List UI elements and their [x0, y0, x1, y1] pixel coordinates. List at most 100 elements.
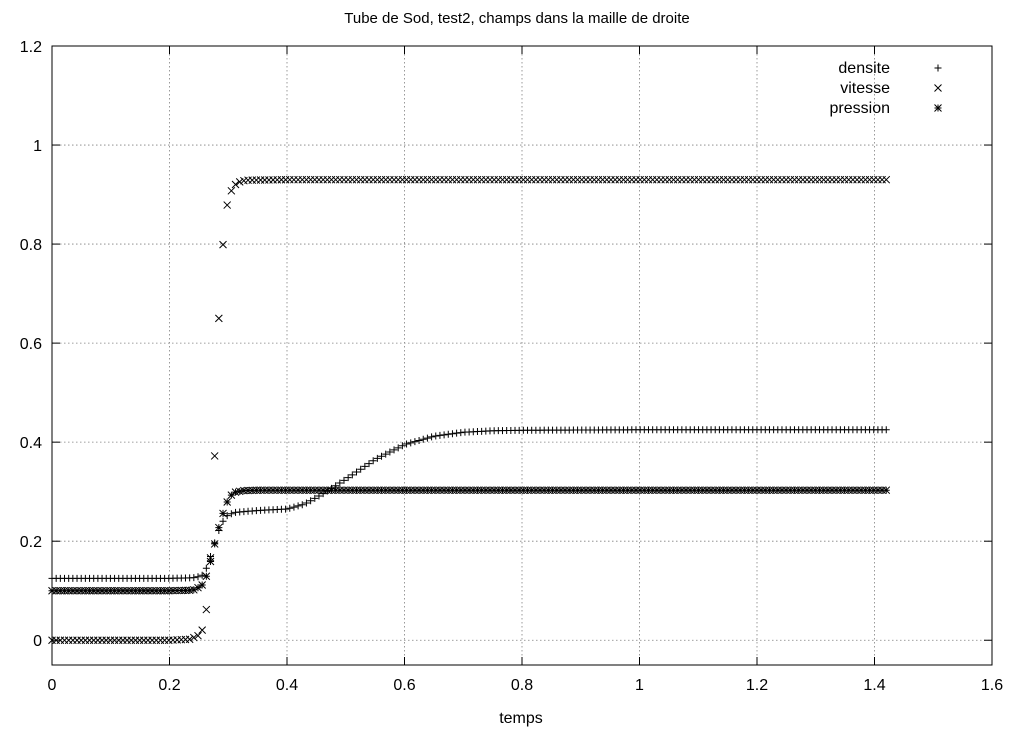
- vitesse-point: [807, 175, 816, 184]
- vitesse-point: [381, 175, 390, 184]
- pression-point: [715, 486, 724, 495]
- pression-point: [878, 486, 886, 495]
- pression-point: [406, 486, 415, 495]
- densite-point: [302, 499, 310, 507]
- pression-point: [156, 586, 165, 595]
- pression-point: [214, 523, 223, 532]
- vitesse-point: [828, 175, 836, 184]
- densite-point: [361, 462, 369, 470]
- vitesse-point: [356, 175, 365, 184]
- pression-point: [160, 586, 169, 595]
- vitesse-point: [344, 175, 353, 184]
- densite-point: [294, 502, 302, 510]
- vitesse-point: [673, 175, 682, 184]
- pression-point: [548, 486, 557, 495]
- pression-point: [540, 486, 549, 495]
- legend-marker-vitesse: [934, 84, 942, 92]
- legend-marker-densite: [934, 64, 942, 72]
- vitesse-point: [194, 631, 202, 640]
- pression-point: [707, 486, 715, 495]
- vitesse-point: [715, 175, 724, 184]
- y-tick-label: 0.2: [20, 534, 42, 551]
- vitesse-point: [644, 175, 653, 184]
- pression-point: [811, 486, 820, 495]
- vitesse-point: [836, 175, 845, 184]
- pression-point: [381, 486, 390, 495]
- series-pression: [48, 486, 891, 595]
- vitesse-point: [619, 175, 628, 184]
- pression-point: [189, 585, 198, 594]
- vitesse-point: [740, 175, 749, 184]
- pression-point: [415, 486, 423, 495]
- pression-point: [778, 486, 786, 495]
- pression-point: [356, 486, 365, 495]
- vitesse-point: [60, 636, 69, 645]
- vitesse-point: [315, 175, 323, 184]
- vitesse-point: [723, 175, 732, 184]
- pression-point: [753, 486, 761, 495]
- pression-point: [77, 586, 86, 595]
- vitesse-point: [456, 175, 465, 184]
- densite-point: [382, 450, 390, 458]
- vitesse-point: [736, 175, 745, 184]
- pression-point: [52, 586, 61, 595]
- pression-point: [114, 586, 123, 595]
- vitesse-point: [861, 175, 870, 184]
- vitesse-point: [594, 175, 603, 184]
- pression-point: [803, 486, 811, 495]
- densite-point: [436, 431, 444, 439]
- pression-point: [557, 486, 565, 495]
- pression-point: [494, 486, 503, 495]
- vitesse-point: [690, 175, 699, 184]
- x-tick-label: 1.2: [746, 677, 768, 694]
- vitesse-point: [73, 636, 81, 645]
- vitesse-point: [198, 626, 207, 634]
- pression-point: [536, 486, 544, 495]
- vitesse-point: [773, 175, 782, 184]
- vitesse-point: [632, 175, 640, 184]
- vitesse-point: [156, 636, 165, 645]
- vitesse-point: [582, 175, 590, 184]
- vitesse-point: [148, 636, 156, 645]
- densite-point: [419, 435, 427, 443]
- pression-point: [256, 486, 265, 495]
- vitesse-point: [306, 175, 315, 184]
- pression-point: [169, 586, 177, 595]
- vitesse-point: [465, 175, 473, 184]
- pression-point: [636, 486, 644, 495]
- pression-point: [131, 586, 140, 595]
- pression-point: [728, 486, 736, 495]
- pression-point: [711, 486, 720, 495]
- pression-point: [210, 540, 219, 548]
- legend-label-pression: pression: [830, 100, 890, 117]
- pression-point: [523, 486, 532, 495]
- vitesse-point: [69, 636, 77, 645]
- vitesse-point: [406, 175, 415, 184]
- vitesse-point: [486, 175, 494, 184]
- pression-point: [152, 586, 161, 595]
- y-tick-label: 1: [33, 138, 42, 155]
- pression-point: [861, 486, 870, 495]
- pression-point: [294, 486, 302, 495]
- pression-point: [352, 486, 361, 495]
- pression-point: [290, 486, 298, 495]
- vitesse-point: [832, 175, 841, 184]
- pression-point: [673, 486, 682, 495]
- vitesse-point: [331, 175, 340, 184]
- x-tick-label: 0.6: [393, 677, 415, 694]
- vitesse-point: [452, 175, 461, 184]
- vitesse-point: [419, 175, 428, 184]
- vitesse-point: [532, 175, 540, 184]
- pression-point: [790, 486, 799, 495]
- pression-point: [602, 486, 611, 495]
- densite-point: [344, 474, 352, 482]
- pression-point: [644, 486, 653, 495]
- vitesse-point: [294, 175, 302, 184]
- densite-point: [198, 571, 206, 579]
- pression-point: [310, 486, 319, 495]
- pression-point: [857, 486, 866, 495]
- pression-point: [56, 586, 65, 595]
- vitesse-point: [728, 175, 736, 184]
- pression-point: [219, 509, 227, 518]
- pression-point: [703, 486, 711, 495]
